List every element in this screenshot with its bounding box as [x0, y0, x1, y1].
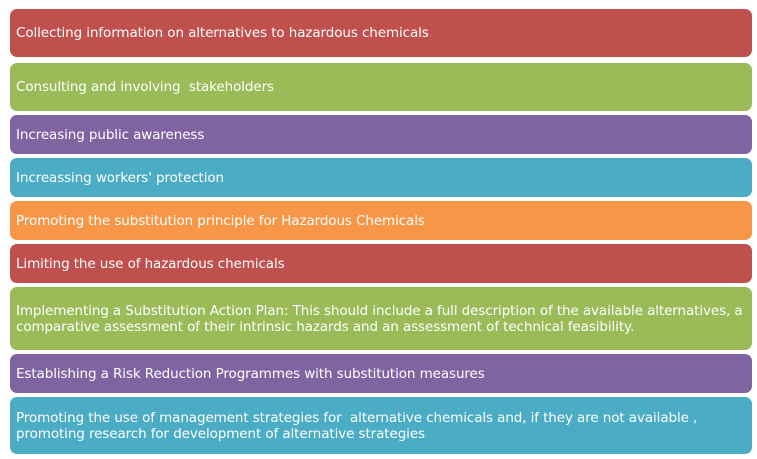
item-box-6: Limiting the use of hazardous chemicals	[10, 244, 752, 283]
item-box-8: Establishing a Risk Reduction Programmes…	[10, 354, 752, 393]
item-box-9: Promoting the use of management strategi…	[10, 397, 752, 454]
item-text-7: Implementing a Substitution Action Plan:…	[16, 302, 747, 335]
item-text-6: Limiting the use of hazardous chemicals	[16, 255, 285, 272]
item-box-7: Implementing a Substitution Action Plan:…	[10, 287, 752, 350]
item-text-2: Consulting and involving stakeholders	[16, 79, 274, 95]
item-box-4: Increassing workers' protection	[10, 158, 752, 197]
item-text-9: Promoting the use of management strategi…	[16, 409, 702, 442]
item-box-5: Promoting the substitution principle for…	[10, 201, 752, 240]
item-text-5: Promoting the substitution principle for…	[16, 212, 425, 229]
item-text-1: Collecting information on alternatives t…	[16, 25, 429, 41]
item-box-3: Increasing public awareness	[10, 115, 752, 154]
item-box-1: Collecting information on alternatives t…	[10, 9, 752, 57]
item-box-2: Consulting and involving stakeholders	[10, 63, 752, 111]
item-text-4: Increassing workers' protection	[16, 169, 224, 186]
item-text-3: Increasing public awareness	[16, 126, 205, 143]
item-text-8: Establishing a Risk Reduction Programmes…	[16, 365, 485, 382]
